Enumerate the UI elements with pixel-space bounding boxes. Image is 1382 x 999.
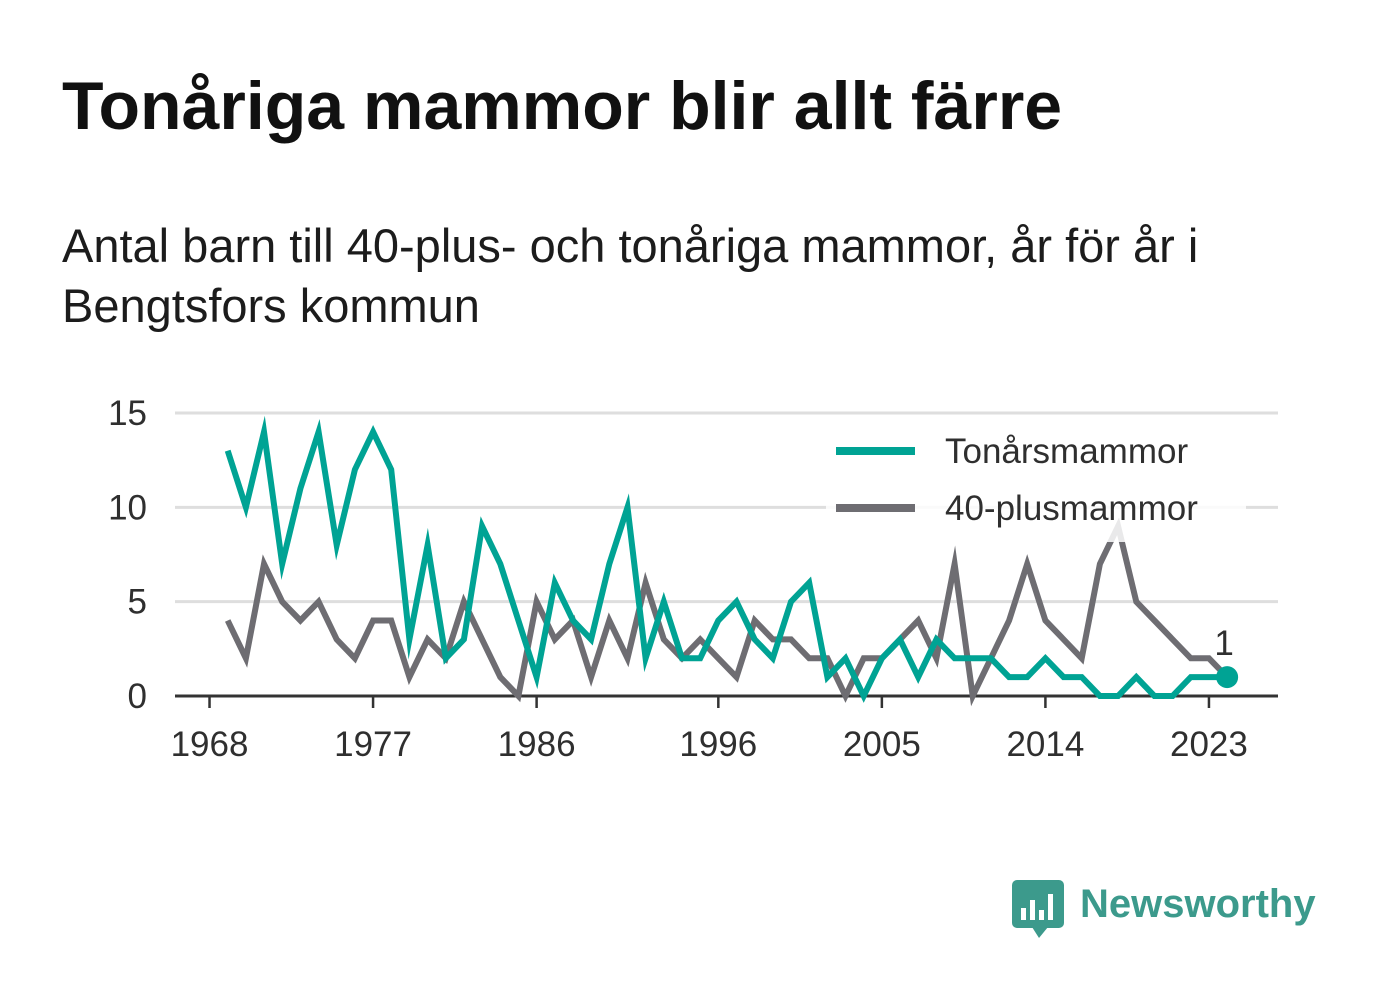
logo-icon-bar [1039,910,1044,920]
legend-label: 40-plusmammor [945,489,1198,528]
legend-item-tonarsmammor: Tonårsmammor [836,432,1188,471]
x-tick-label: 1968 [171,725,249,764]
y-axis: 0 5 10 15 [108,394,147,716]
x-tick-label: 2023 [1170,725,1248,764]
newsworthy-logo-icon [1012,880,1064,938]
series-line-tonarsmammor [224,415,1228,703]
logo-icon-pointer [1032,927,1048,938]
x-tick-label: 2005 [843,725,921,764]
legend: Tonårsmammor 40-plusmammor [826,420,1246,542]
x-tick-label: 2014 [1006,725,1084,764]
series-line-40-plusmammor [224,517,1230,707]
chart-subtitle: Antal barn till 40-plus- och tonåriga ma… [62,219,1199,332]
x-tick-label: 1977 [334,725,412,764]
y-tick-label: 0 [128,677,147,716]
y-tick-label: 5 [128,583,147,622]
logo-icon-bar [1021,908,1026,920]
logo-wordmark: Newsworthy [1080,882,1316,926]
y-tick-label: 10 [108,488,147,527]
chart-title: Tonåriga mammor blir allt färre [62,68,1063,144]
x-tick-label: 1996 [679,725,757,764]
logo-icon-background [1012,880,1064,928]
end-point-marker [1216,666,1239,689]
newsworthy-logo: Newsworthy [1012,880,1322,940]
legend-label: Tonårsmammor [945,432,1188,471]
x-tick-label: 1986 [498,725,576,764]
end-value-label: 1 [1214,624,1233,663]
series-lines [224,415,1230,707]
x-axis: 1968 1977 1986 1996 2005 2014 2023 [171,694,1278,764]
legend-background [826,420,1246,542]
logo-icon-bar [1048,894,1053,920]
legend-item-40-plusmammor: 40-plusmammor [836,489,1198,528]
logo-icon-bar [1030,900,1035,920]
y-tick-label: 15 [108,394,147,433]
